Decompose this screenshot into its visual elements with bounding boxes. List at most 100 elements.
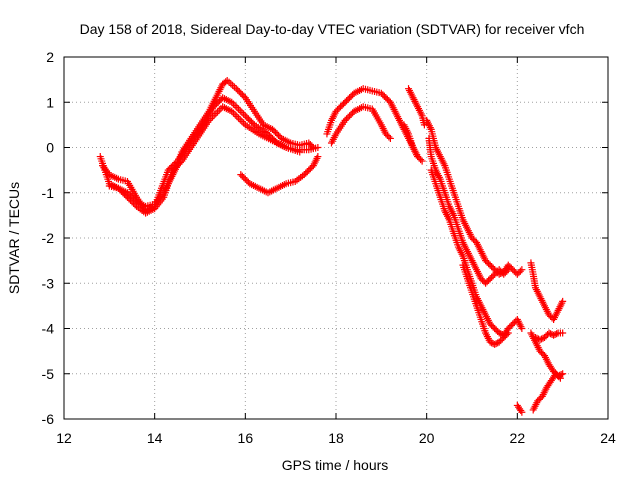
data-point-marker xyxy=(506,323,514,331)
data-point-marker xyxy=(491,270,499,278)
data-point-marker xyxy=(214,108,222,116)
data-point-marker xyxy=(300,171,308,179)
x-tick-label: 24 xyxy=(600,430,616,446)
data-point-marker xyxy=(125,195,133,203)
data-point-marker xyxy=(414,153,422,161)
data-point-marker xyxy=(306,165,314,173)
series-track-f xyxy=(327,103,394,147)
x-tick-label: 16 xyxy=(238,430,254,446)
data-point-marker xyxy=(303,168,311,176)
data-point-marker xyxy=(488,263,496,271)
data-point-marker xyxy=(479,276,487,284)
data-point-marker xyxy=(497,267,505,275)
data-point-marker xyxy=(518,325,526,332)
data-point-marker xyxy=(504,329,512,337)
y-axis-ticks: -6 -5 -4 -3 -2 -1 0 1 2 xyxy=(42,49,608,427)
data-point-marker xyxy=(340,100,348,108)
data-point-marker xyxy=(347,110,355,118)
data-point-marker xyxy=(486,338,494,346)
data-point-marker xyxy=(341,98,349,106)
data-point-marker xyxy=(232,85,240,93)
data-point-marker xyxy=(240,119,248,127)
data-point-marker xyxy=(489,272,497,280)
data-point-marker xyxy=(553,371,561,379)
data-point-marker xyxy=(231,102,239,110)
data-point-marker xyxy=(542,332,550,340)
data-point-marker xyxy=(233,103,241,111)
data-point-marker xyxy=(536,336,544,344)
data-point-marker xyxy=(518,266,526,274)
series-track-q xyxy=(513,401,526,416)
data-point-marker xyxy=(501,332,509,340)
data-point-marker xyxy=(559,297,567,305)
data-point-marker xyxy=(488,321,496,329)
data-point-marker xyxy=(275,131,283,139)
data-point-marker xyxy=(229,81,237,89)
data-point-marker xyxy=(497,337,505,345)
data-point-marker xyxy=(503,331,511,339)
data-point-marker xyxy=(551,331,559,339)
data-point-marker xyxy=(485,260,493,268)
data-point-marker xyxy=(470,236,478,244)
data-point-marker xyxy=(418,157,426,165)
data-point-marker xyxy=(238,91,246,99)
data-point-marker xyxy=(533,334,541,342)
x-tick-label: 18 xyxy=(328,430,344,446)
series-track-c xyxy=(105,103,304,217)
data-point-marker xyxy=(243,113,251,121)
data-point-marker xyxy=(210,111,218,119)
series-track-d xyxy=(237,153,322,197)
data-point-marker xyxy=(383,131,391,139)
data-point-marker xyxy=(346,94,354,102)
data-point-marker xyxy=(486,320,494,328)
y-tick-label: 0 xyxy=(46,140,54,156)
data-point-marker xyxy=(545,329,553,337)
data-point-marker xyxy=(483,278,491,286)
data-point-marker xyxy=(550,331,558,339)
data-point-marker xyxy=(240,110,248,118)
data-point-marker xyxy=(492,340,500,348)
data-point-marker xyxy=(241,175,249,183)
data-point-marker xyxy=(123,193,131,201)
y-tick-label: -2 xyxy=(42,230,55,246)
data-point-marker xyxy=(234,86,242,94)
data-point-marker xyxy=(541,334,549,342)
data-point-marker xyxy=(468,234,476,242)
data-point-marker xyxy=(337,103,345,111)
series-track-m xyxy=(527,259,567,323)
data-point-marker xyxy=(247,118,255,126)
data-point-marker xyxy=(230,83,238,91)
data-point-marker xyxy=(495,266,503,274)
data-point-marker xyxy=(486,275,494,283)
data-point-marker xyxy=(538,349,546,357)
data-point-marker xyxy=(492,326,500,334)
x-tick-label: 22 xyxy=(510,430,526,446)
data-point-marker xyxy=(513,270,521,278)
data-point-marker xyxy=(272,128,280,136)
data-point-marker xyxy=(501,269,509,277)
data-point-marker xyxy=(314,153,322,161)
data-point-marker xyxy=(208,113,216,121)
data-point-marker xyxy=(556,374,564,382)
data-point-marker xyxy=(244,115,252,123)
data-point-marker xyxy=(225,78,233,86)
data-point-marker xyxy=(314,144,322,151)
data-point-marker xyxy=(415,154,423,162)
data-point-marker xyxy=(486,261,494,269)
data-point-marker xyxy=(488,339,496,347)
series-track-g xyxy=(405,85,428,129)
data-point-marker xyxy=(229,100,237,108)
data-point-marker xyxy=(380,92,388,100)
data-point-marker xyxy=(382,130,390,138)
data-point-marker xyxy=(491,325,499,332)
data-point-marker xyxy=(552,370,560,378)
data-point-marker xyxy=(491,340,499,348)
x-axis-label: GPS time / hours xyxy=(282,457,389,473)
data-point-marker xyxy=(243,177,251,185)
data-point-marker xyxy=(383,95,391,103)
data-point-marker xyxy=(229,109,237,117)
data-point-marker xyxy=(246,116,254,124)
data-point-marker xyxy=(515,269,523,277)
data-point-marker xyxy=(210,103,218,111)
